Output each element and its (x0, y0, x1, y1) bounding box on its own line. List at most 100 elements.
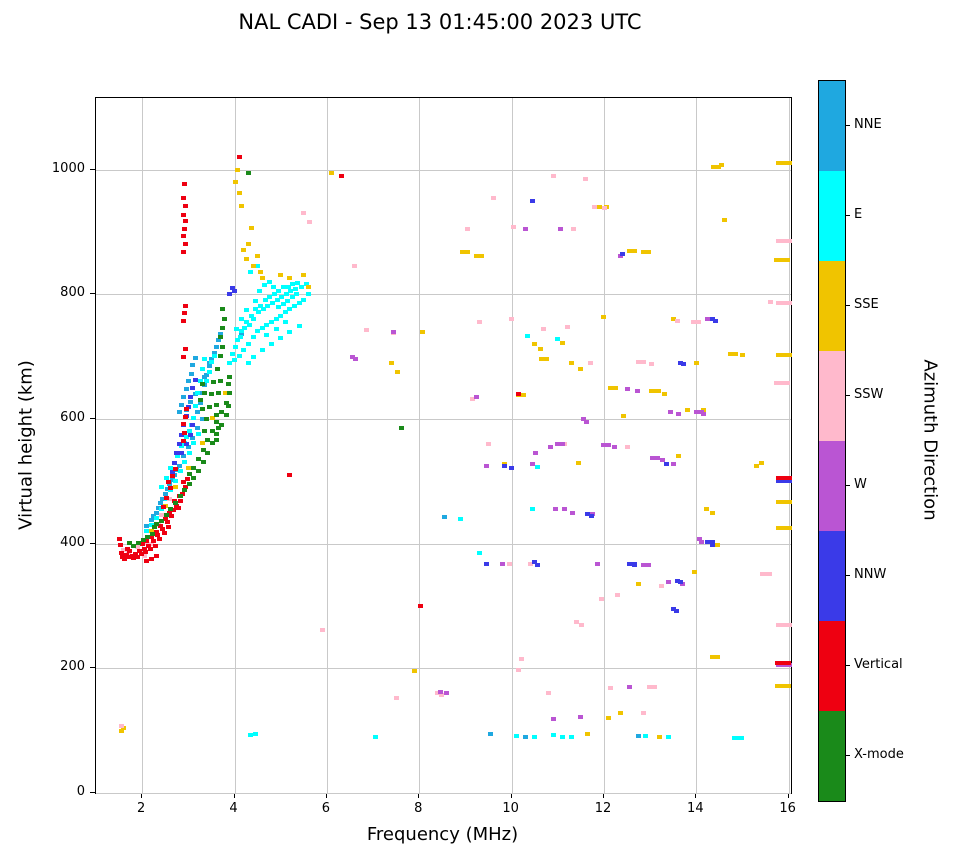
data-point (195, 391, 201, 396)
data-point (200, 447, 206, 452)
y-axis-label: Virtual height (km) (15, 360, 37, 530)
data-point (242, 326, 248, 330)
data-point (273, 326, 279, 331)
data-point (279, 294, 285, 299)
data-point (185, 378, 191, 383)
data-point (522, 734, 528, 739)
data-point (202, 357, 208, 362)
data-point (696, 536, 702, 541)
x-gridline (326, 98, 328, 793)
data-point (585, 732, 591, 737)
x-gridline (788, 98, 790, 793)
data-point (158, 501, 164, 506)
data-point (153, 510, 159, 515)
data-point (213, 344, 219, 349)
data-point (148, 534, 154, 539)
data-point (264, 332, 270, 337)
colorbar-label: X-mode (854, 747, 904, 762)
data-point (541, 326, 547, 331)
colorbar-segment-x-mode (819, 711, 845, 801)
data-point (636, 733, 642, 738)
data-point (248, 733, 254, 738)
x-gridline (142, 98, 144, 793)
colorbar-tick-mark (846, 665, 850, 666)
data-point (417, 604, 423, 608)
data-point (534, 563, 540, 568)
data-point (275, 304, 281, 309)
data-point (181, 234, 187, 239)
data-point (169, 514, 175, 519)
y-tick-label: 600 (60, 410, 85, 425)
data-point (659, 584, 665, 589)
data-point (168, 466, 174, 471)
data-point (663, 461, 669, 466)
data-point (585, 511, 591, 516)
data-point (691, 320, 702, 325)
data-point (121, 547, 127, 552)
data-point (257, 304, 263, 309)
data-point (583, 420, 589, 425)
data-point (643, 733, 649, 738)
data-point (165, 479, 171, 484)
data-point (127, 549, 133, 554)
data-point (759, 571, 772, 576)
data-point (191, 441, 197, 446)
data-point (232, 289, 238, 294)
data-point (144, 539, 150, 544)
data-point (280, 301, 286, 306)
data-point (257, 289, 263, 294)
data-point (178, 451, 184, 456)
data-point (710, 542, 716, 547)
data-point (569, 734, 575, 739)
data-point (670, 317, 676, 322)
data-point (529, 507, 535, 512)
data-point (145, 534, 151, 539)
data-point (555, 441, 566, 446)
data-point (271, 284, 277, 289)
data-point (659, 457, 665, 462)
data-point (220, 326, 226, 330)
data-point (219, 410, 225, 415)
data-point (710, 164, 721, 169)
data-point (776, 352, 793, 357)
data-point (532, 342, 538, 347)
data-point (767, 299, 773, 304)
data-point (460, 249, 471, 254)
data-point (185, 404, 191, 409)
data-point (135, 541, 141, 546)
data-point (668, 409, 674, 414)
data-point (209, 416, 215, 421)
data-point (195, 409, 201, 414)
data-point (278, 273, 284, 278)
data-point (611, 445, 617, 450)
data-point (701, 412, 707, 417)
data-point (509, 317, 515, 322)
data-point (182, 226, 188, 231)
data-point (181, 212, 187, 217)
data-point (118, 551, 124, 556)
data-point (186, 481, 192, 486)
y-tick-label: 400 (60, 534, 85, 550)
data-point (181, 249, 187, 254)
data-point (483, 561, 489, 566)
data-point (148, 517, 154, 522)
data-point (550, 717, 556, 722)
data-point (230, 351, 236, 356)
data-point (626, 248, 637, 253)
data-point (151, 514, 157, 519)
data-point (513, 733, 519, 738)
data-point (608, 686, 614, 691)
data-point (207, 369, 213, 374)
data-point (285, 298, 291, 303)
x-tick-label: 16 (779, 801, 796, 816)
x-tick-mark (787, 793, 789, 798)
data-point (188, 399, 194, 404)
data-point (394, 369, 400, 374)
colorbar-tick-mark (846, 395, 850, 396)
data-point (182, 311, 188, 316)
x-tick-mark (695, 793, 697, 798)
data-point (731, 736, 744, 741)
x-tick-label: 6 (321, 801, 331, 816)
y-tick-label: 800 (60, 285, 85, 301)
data-point (620, 413, 626, 418)
